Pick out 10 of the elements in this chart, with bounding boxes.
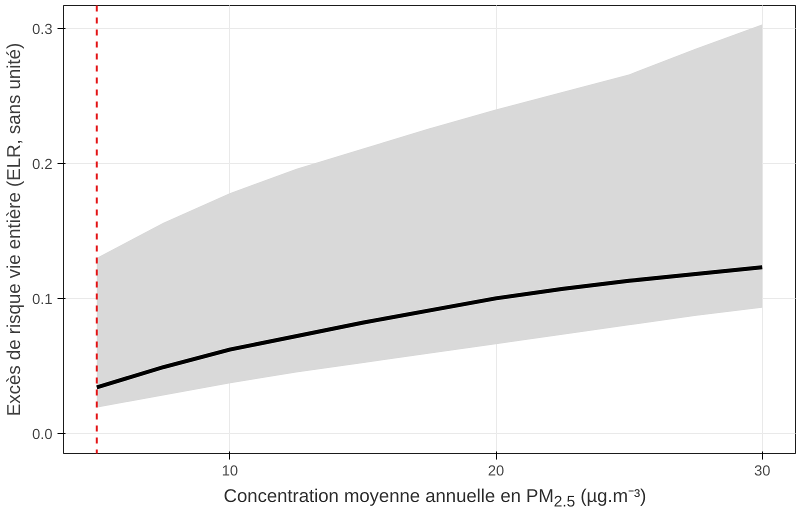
y-tick-label: 0.3 <box>32 22 52 38</box>
y-axis-title: Excès de risque vie entière (ELR, sans unité) <box>3 42 24 416</box>
x-axis-title: Concentration moyenne annuelle en PM$_{2.5}$ (µg.m⁻³) <box>224 484 646 513</box>
x-tick-label: 30 <box>754 464 770 480</box>
x-tick-label: 10 <box>222 464 238 480</box>
y-tick-label: 0.0 <box>32 426 52 443</box>
y-tick-label: 0.1 <box>32 292 52 308</box>
x-tick-label: 20 <box>488 464 504 480</box>
y-tick-label: 0.2 <box>32 156 52 173</box>
line-series <box>94 265 764 390</box>
